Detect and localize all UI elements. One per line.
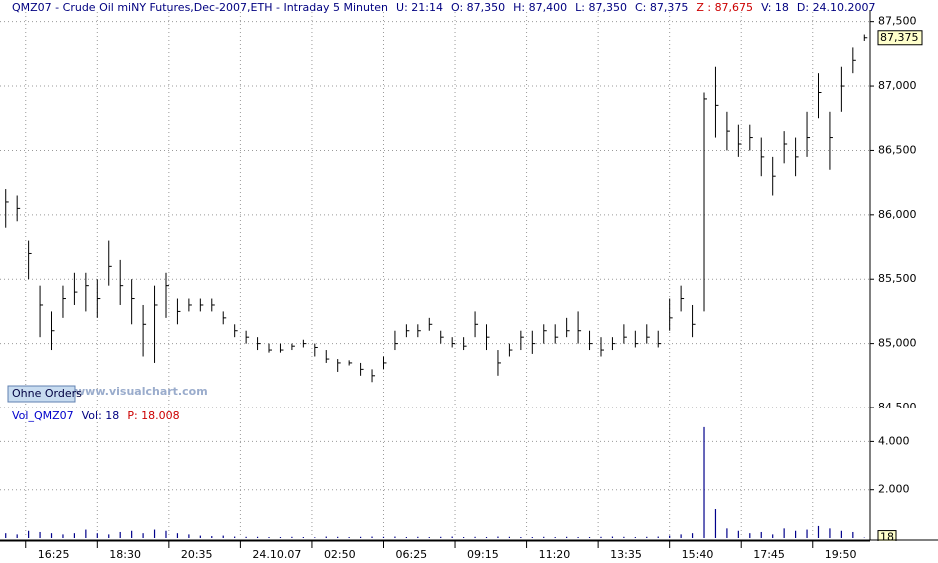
y-tick-label: 2.000 <box>878 483 910 496</box>
last-value-box <box>877 30 923 46</box>
button[interactable]: Ohne Orders <box>12 387 82 400</box>
y-tick-label: 4.000 <box>878 434 910 447</box>
info-field: O: 87,350 <box>451 1 505 14</box>
button-background[interactable] <box>7 385 76 403</box>
x-tick-label: 17:45 <box>753 548 785 561</box>
info-field: L: 87,350 <box>575 1 627 14</box>
y-tick-label: 87,000 <box>878 79 917 92</box>
y-tick-label: 85,500 <box>878 272 917 285</box>
x-tick-label: 09:15 <box>467 548 499 561</box>
x-axis-background <box>0 541 938 563</box>
panel-background <box>0 408 938 540</box>
watermark: www.visualchart.com <box>75 385 208 398</box>
panel-background <box>0 10 938 410</box>
x-tick-label: 06:25 <box>395 548 427 561</box>
info-field: C: 87,375 <box>635 1 688 14</box>
x-tick-label: 24.10.07 <box>252 548 301 561</box>
x-tick-label: 16:25 <box>38 548 70 561</box>
info-field: D: 24.10.2007 <box>797 1 876 14</box>
x-tick-label: 20:35 <box>181 548 213 561</box>
info-field: P: 18.008 <box>127 409 179 422</box>
x-tick-label: 11:20 <box>539 548 571 561</box>
info-field: U: 21:14 <box>396 1 443 14</box>
x-tick-label: 13:35 <box>610 548 642 561</box>
info-field: Vol: 18 <box>82 409 120 422</box>
x-tick-label: 18:30 <box>109 548 141 561</box>
info-field: Z : 87,675 <box>696 1 753 14</box>
info-field: H: 87,400 <box>513 1 567 14</box>
x-tick-label: 02:50 <box>324 548 356 561</box>
x-tick-label: 15:40 <box>682 548 714 561</box>
info-field: V: 18 <box>761 1 789 14</box>
y-tick-label: 86,500 <box>878 143 917 156</box>
y-tick-label: 86,000 <box>878 208 917 221</box>
x-tick-label: 19:50 <box>825 548 857 561</box>
y-tick-label: 87,500 <box>878 15 917 28</box>
y-tick-label: 85,000 <box>878 337 917 350</box>
last-value-label: 87,375 <box>880 31 919 44</box>
panel-title: QMZ07 - Crude Oil miNY Futures,Dec-2007,… <box>12 1 388 14</box>
panel-title: Vol_QMZ07 <box>12 409 74 422</box>
